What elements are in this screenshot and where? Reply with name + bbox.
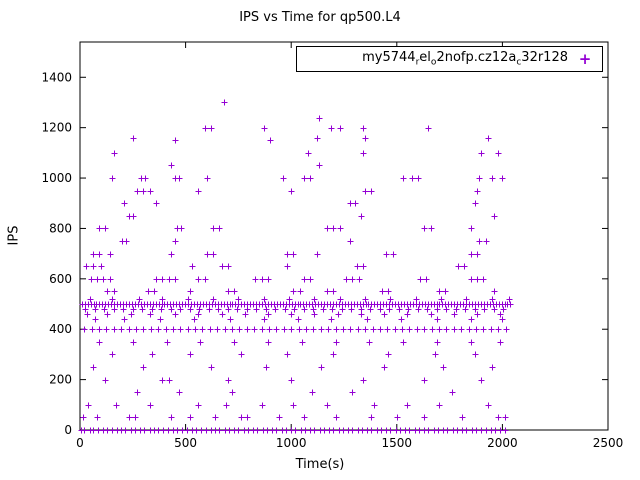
- svg-text:1200: 1200: [41, 121, 72, 135]
- svg-text:0: 0: [64, 423, 72, 437]
- svg-text:2000: 2000: [487, 436, 518, 450]
- svg-text:2500: 2500: [593, 436, 624, 450]
- svg-text:1000: 1000: [276, 436, 307, 450]
- svg-text:800: 800: [49, 221, 72, 235]
- svg-text:1400: 1400: [41, 70, 72, 84]
- svg-text:400: 400: [49, 322, 72, 336]
- svg-text:200: 200: [49, 373, 72, 387]
- chart-title: IPS vs Time for qp500.L4: [239, 10, 401, 25]
- svg-text:1000: 1000: [41, 171, 72, 185]
- x-axis-label: Time(s): [295, 457, 345, 472]
- svg-text:600: 600: [49, 272, 72, 286]
- legend-plus-marker: +: [578, 50, 592, 68]
- legend-label: my5744relo2nofp.cz12ac32r128: [362, 50, 568, 68]
- legend: my5744relo2nofp.cz12ac32r128 +: [296, 46, 603, 72]
- svg-text:1500: 1500: [382, 436, 413, 450]
- svg-text:0: 0: [76, 436, 84, 450]
- svg-text:500: 500: [174, 436, 197, 450]
